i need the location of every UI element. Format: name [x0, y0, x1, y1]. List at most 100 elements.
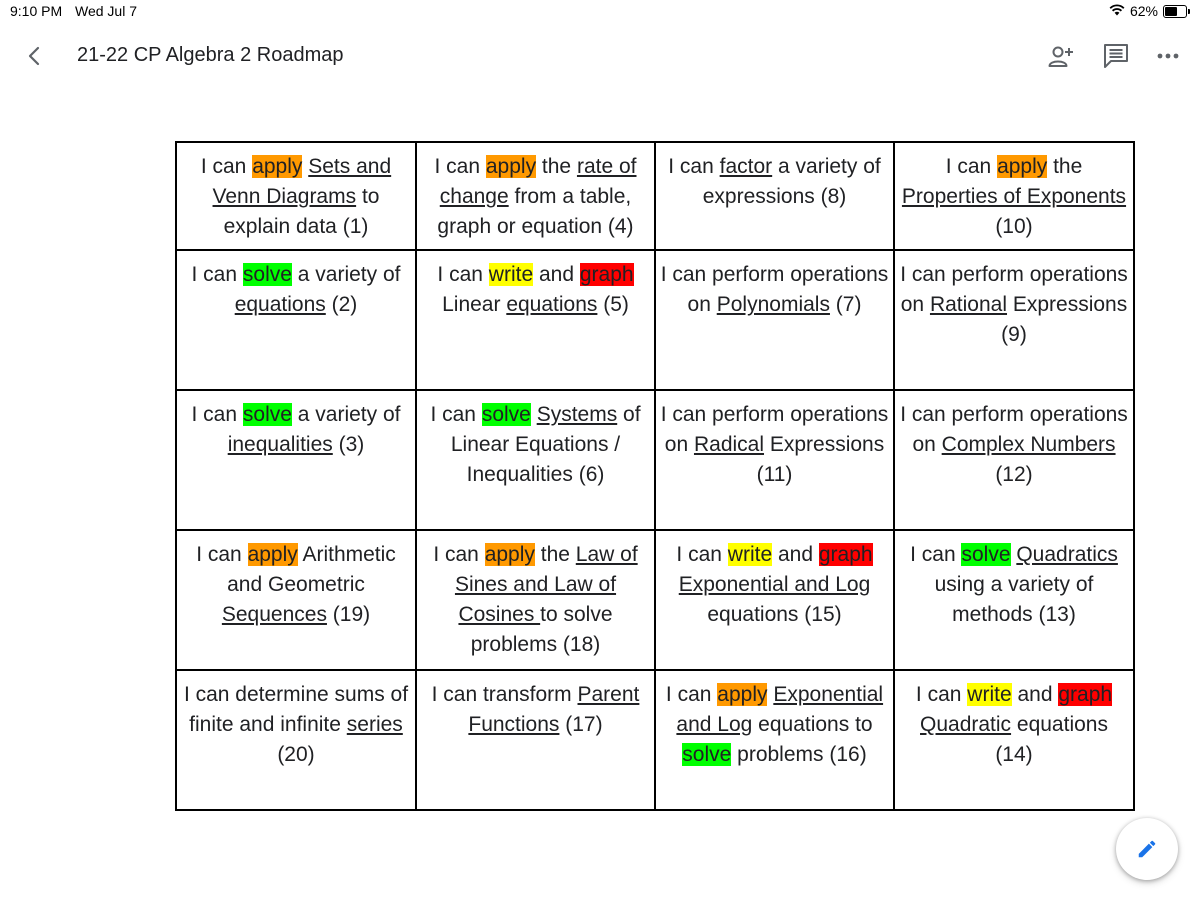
roadmap-body: I can apply Sets and Venn Diagrams to ex… — [175, 141, 1135, 811]
highlighted-keyword: write — [967, 683, 1012, 706]
cell-text: (20) — [277, 743, 315, 766]
roadmap-cell[interactable]: I can determine sums of finite and infin… — [175, 669, 417, 811]
battery-icon — [1163, 4, 1187, 18]
roadmap-cell[interactable]: I can write and graph Exponential and Lo… — [654, 529, 895, 671]
cell-text: I can perform operations on — [900, 403, 1128, 456]
underlined-topic: Complex Numbers — [941, 433, 1116, 456]
underlined-topic: Exponential and Log — [676, 683, 884, 736]
roadmap-cell[interactable]: I can perform operations on Complex Numb… — [893, 389, 1135, 531]
roadmap-cell[interactable]: I can apply Arithmetic and Geometric Seq… — [175, 529, 417, 671]
roadmap-row: I can apply Sets and Venn Diagrams to ex… — [175, 141, 1135, 251]
underlined-topic: factor — [719, 155, 773, 178]
cell-text: and — [772, 543, 819, 566]
pencil-icon — [1138, 840, 1156, 858]
underlined-topic: Sequences — [221, 603, 327, 626]
underlined-topic: Rational — [929, 293, 1008, 316]
cell-text: I can — [910, 543, 962, 566]
underlined-topic: Sets and Venn Diagrams — [212, 155, 392, 208]
underlined-topic: inequalities — [227, 433, 333, 456]
cell-text: I can — [945, 155, 998, 178]
highlighted-keyword: solve — [242, 403, 292, 426]
underlined-topic: Properties of Exponents — [901, 185, 1127, 208]
underlined-topic: Parent Functions — [468, 683, 640, 736]
roadmap-cell[interactable]: I can apply Sets and Venn Diagrams to ex… — [175, 141, 417, 251]
roadmap-cell[interactable]: I can write and graph Linear equations (… — [415, 249, 656, 391]
cell-text: Linear — [442, 293, 507, 316]
cell-text: equations to — [752, 713, 873, 736]
highlighted-keyword: apply — [997, 155, 1048, 178]
cell-text: I can — [191, 403, 243, 426]
comments-button[interactable] — [1102, 42, 1130, 70]
underlined-topic: Quadratics — [1016, 543, 1118, 566]
highlighted-keyword: graph — [1058, 683, 1113, 706]
roadmap-cell[interactable]: I can perform operations on Polynomials … — [654, 249, 895, 391]
underlined-topic: equations — [506, 293, 598, 316]
roadmap-cell[interactable]: I can apply the rate of change from a ta… — [415, 141, 656, 251]
cell-text: I can transform — [431, 683, 578, 706]
roadmap-cell[interactable]: I can apply the Law of Sines and Law of … — [415, 529, 656, 671]
highlighted-keyword: write — [727, 543, 773, 566]
status-indicators: 62% — [1109, 3, 1190, 19]
cell-text: (17) — [559, 713, 603, 736]
more-horizontal-icon — [1157, 53, 1179, 59]
highlighted-keyword: apply — [252, 155, 303, 178]
share-button[interactable] — [1047, 42, 1075, 70]
underlined-topic: equations — [234, 293, 326, 316]
cell-text: Expressions (9) — [1001, 293, 1128, 346]
roadmap-cell[interactable]: I can solve a variety of inequalities (3… — [175, 389, 417, 531]
cell-text: (10) — [995, 215, 1033, 238]
cell-text: (5) — [597, 293, 629, 316]
roadmap-cell[interactable]: I can apply Exponential and Log equation… — [654, 669, 895, 811]
roadmap-row: I can apply Arithmetic and Geometric Seq… — [175, 529, 1135, 671]
cell-text: I can perform operations on — [660, 263, 889, 316]
cell-text: I can — [200, 155, 253, 178]
highlighted-keyword: write — [488, 263, 534, 286]
more-options-button[interactable] — [1154, 42, 1182, 70]
status-date: Wed Jul 7 — [75, 3, 137, 19]
roadmap-cell[interactable]: I can solve Quadratics using a variety o… — [893, 529, 1135, 671]
cell-text: a variety of expressions (8) — [702, 155, 881, 208]
cell-text: of Linear Equations / Inequalities (6) — [450, 403, 641, 486]
roadmap-cell[interactable]: I can solve Systems of Linear Equations … — [415, 389, 656, 531]
cell-text: the — [536, 155, 577, 178]
document-title: 21-22 CP Algebra 2 Roadmap — [77, 44, 344, 66]
cell-text: I can — [433, 543, 485, 566]
highlighted-keyword: graph — [579, 263, 634, 286]
cell-text: the — [1047, 155, 1083, 178]
cell-text: equations (14) — [995, 713, 1108, 766]
status-time: 9:10 PM — [10, 3, 63, 19]
battery-level — [1165, 6, 1177, 16]
underlined-topic: Law of Sines and Law of Cosines — [454, 543, 638, 626]
roadmap-cell[interactable]: I can solve a variety of equations (2) — [175, 249, 417, 391]
roadmap-cell[interactable]: I can apply the Properties of Exponents … — [893, 141, 1135, 251]
underlined-topic: Exponential and Log — [678, 573, 871, 596]
roadmap-cell[interactable]: I can perform operations on Radical Expr… — [654, 389, 895, 531]
edit-button[interactable] — [1116, 818, 1178, 880]
cell-text: to explain data (1) — [223, 185, 380, 238]
cell-text: Arithmetic and Geometric — [227, 543, 396, 596]
cell-text: I can determine sums of finite and infin… — [183, 683, 409, 736]
chevron-left-icon — [28, 46, 40, 66]
roadmap-cell[interactable]: I can transform Parent Functions (17) — [415, 669, 656, 811]
cell-text: I can — [915, 683, 968, 706]
wifi-icon — [1109, 3, 1125, 19]
cell-text: using a variety of methods (13) — [934, 573, 1094, 626]
cell-text: I can perform operations on — [660, 403, 889, 456]
status-bar: 9:10 PM Wed Jul 7 62% — [0, 0, 1200, 24]
roadmap-cell[interactable]: I can write and graph Quadratic equation… — [893, 669, 1135, 811]
battery-percent: 62% — [1129, 3, 1158, 19]
roadmap-row: I can determine sums of finite and infin… — [175, 669, 1135, 811]
roadmap-cell[interactable]: I can factor a variety of expressions (8… — [654, 141, 895, 251]
roadmap-cell[interactable]: I can perform operations on Rational Exp… — [893, 249, 1135, 391]
underlined-topic: Systems — [536, 403, 618, 426]
comment-icon — [1104, 44, 1128, 68]
underlined-topic: series — [346, 713, 403, 736]
app-header: 21-22 CP Algebra 2 Roadmap — [0, 24, 1200, 88]
cell-text: the — [534, 543, 576, 566]
cell-text: and — [1011, 683, 1059, 706]
back-button[interactable] — [20, 40, 48, 72]
cell-text: (19) — [326, 603, 371, 626]
highlighted-keyword: solve — [481, 403, 531, 426]
cell-text: (2) — [325, 293, 358, 316]
cell-text: I can perform operations on — [900, 263, 1128, 316]
